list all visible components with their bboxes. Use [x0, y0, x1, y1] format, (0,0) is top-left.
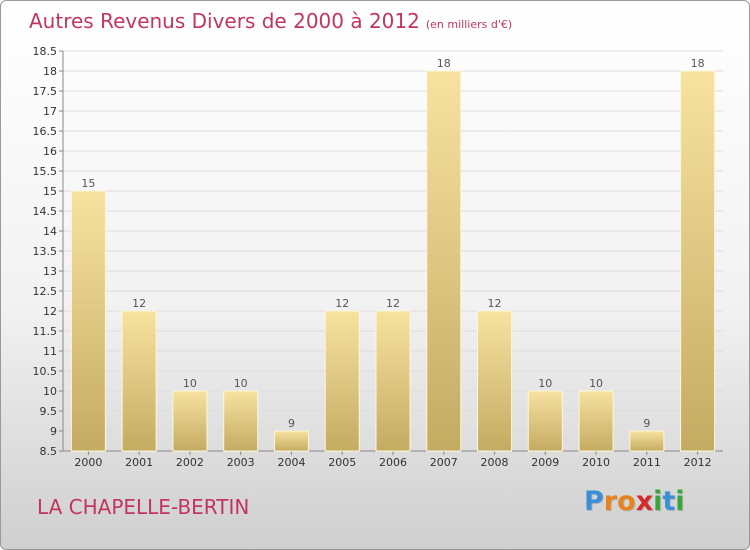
- logo-letter: x: [635, 486, 654, 517]
- town-name: LA CHAPELLE-BERTIN: [37, 495, 250, 519]
- logo-letter: o: [617, 486, 636, 517]
- x-tick-label-2008: 2008: [481, 456, 509, 469]
- logo-letter: i: [675, 486, 685, 517]
- data-labels: 15 12 10 10 9 12 12 18 12 10 10 9 18: [81, 57, 704, 430]
- bar-2005: [324, 310, 360, 452]
- bars: [70, 70, 716, 452]
- bar-2009: [527, 390, 563, 452]
- y-tick-labels: 8.5 9 9.5 10 10.5 11 11.5 12 12.5 13 13.5 14 14.5 15 1…: [33, 45, 58, 458]
- bar-2010: [578, 390, 614, 452]
- y-tick-label: 10: [43, 385, 57, 398]
- y-tick-label: 15: [43, 185, 57, 198]
- chart-subtitle: (en milliers d'€): [425, 18, 513, 31]
- y-tick-label: 17: [43, 105, 57, 118]
- data-label-2004: 9: [288, 417, 295, 430]
- bar-2002: [172, 390, 208, 452]
- bar-2008: [477, 310, 513, 452]
- bar-2007: [426, 70, 462, 452]
- y-tick-label: 12: [43, 305, 57, 318]
- y-tick-label: 18.5: [33, 45, 58, 58]
- y-tick-label: 9.5: [40, 405, 58, 418]
- y-tick-label: 15.5: [33, 165, 58, 178]
- x-tick-label-2011: 2011: [633, 456, 661, 469]
- logo-letter: i: [653, 486, 663, 517]
- logo-letter: r: [603, 486, 618, 517]
- data-label-2011: 9: [643, 417, 650, 430]
- bar-2006: [375, 310, 411, 452]
- y-tick-label: 17.5: [33, 85, 58, 98]
- y-tick-label: 14: [43, 225, 57, 238]
- x-tick-labels: 2000 2001 2002 2003 2004 2005 2006 2007 2008 2009…: [74, 456, 711, 469]
- bar-2003: [223, 390, 259, 452]
- x-tick-label-2010: 2010: [582, 456, 610, 469]
- logo-letter: P: [584, 486, 604, 517]
- x-tick-label-2004: 2004: [277, 456, 305, 469]
- y-tick-label: 13.5: [33, 245, 58, 258]
- x-tick-label-2006: 2006: [379, 456, 407, 469]
- data-label-2012: 18: [691, 57, 705, 70]
- x-tick-label-2002: 2002: [176, 456, 204, 469]
- y-tick-label: 10.5: [33, 365, 58, 378]
- y-tick-label: 13: [43, 265, 57, 278]
- y-tick-label: 16: [43, 145, 57, 158]
- y-tick-label: 11: [43, 345, 57, 358]
- data-label-2006: 12: [386, 297, 400, 310]
- data-label-2005: 12: [335, 297, 349, 310]
- data-label-2002: 10: [183, 377, 197, 390]
- y-tick-label: 18: [43, 65, 57, 78]
- logo-letter: t: [662, 486, 676, 517]
- x-tick-label-2003: 2003: [227, 456, 255, 469]
- x-tick-label-2007: 2007: [430, 456, 458, 469]
- y-tick-label: 9: [50, 425, 57, 438]
- chart-title-text: Autres Revenus Divers de 2000 à 2012: [29, 9, 420, 33]
- data-label-2009: 10: [538, 377, 552, 390]
- bar-2004: [273, 430, 309, 452]
- x-tick-label-2005: 2005: [328, 456, 356, 469]
- y-tick-label: 11.5: [33, 325, 58, 338]
- bar-2012: [680, 70, 716, 452]
- x-tick-label-2012: 2012: [684, 456, 712, 469]
- y-tick-label: 16.5: [33, 125, 58, 138]
- bar-2000: [70, 190, 106, 452]
- x-tick-label-2009: 2009: [531, 456, 559, 469]
- x-tick-label-2001: 2001: [125, 456, 153, 469]
- proxiti-logo[interactable]: Proxiti: [584, 486, 685, 517]
- y-tick-label: 8.5: [40, 445, 58, 458]
- bar-2001: [121, 310, 157, 452]
- data-label-2001: 12: [132, 297, 146, 310]
- bar-2011: [629, 430, 665, 452]
- data-label-2007: 18: [437, 57, 451, 70]
- x-tick-label-2000: 2000: [74, 456, 102, 469]
- data-label-2003: 10: [234, 377, 248, 390]
- data-label-2008: 12: [488, 297, 502, 310]
- y-tick-label: 14.5: [33, 205, 58, 218]
- chart-title: Autres Revenus Divers de 2000 à 2012 (en …: [29, 9, 512, 33]
- y-tick-label: 12.5: [33, 285, 58, 298]
- data-label-2000: 15: [81, 177, 95, 190]
- data-label-2010: 10: [589, 377, 603, 390]
